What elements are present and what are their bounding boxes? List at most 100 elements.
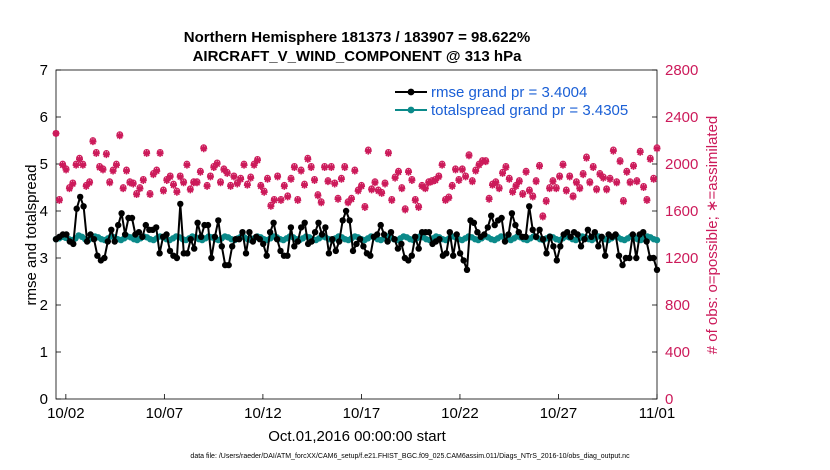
- y-tick-right-label: 400: [665, 344, 690, 361]
- obs-assimilated-point: [653, 145, 661, 153]
- y-tick-right-label: 1600: [665, 203, 698, 220]
- rmse-point: [633, 254, 640, 262]
- rmse-point: [311, 229, 319, 236]
- legend-marker-spread: [407, 106, 415, 114]
- rmse-point: [194, 219, 201, 226]
- rmse-point: [408, 252, 415, 259]
- obs-assimilated-point: [512, 182, 520, 190]
- obs-assimilated-point: [384, 149, 392, 157]
- y-tick-right-label: 1200: [665, 250, 698, 267]
- obs-assimilated-point: [421, 185, 429, 193]
- obs-assimilated-point: [562, 187, 570, 195]
- rmse-point: [184, 250, 191, 257]
- rmse-point: [412, 233, 419, 240]
- obs-assimilated-point: [86, 179, 94, 187]
- obs-assimilated-point: [304, 155, 312, 163]
- obs-assimilated-point: [264, 175, 272, 183]
- rmse-point: [277, 247, 284, 255]
- rmse-point: [474, 229, 481, 236]
- obs-assimilated-point: [626, 179, 634, 187]
- obs-assimilated-point: [448, 182, 456, 190]
- rmse-point: [115, 221, 122, 229]
- obs-assimilated-point: [314, 192, 322, 200]
- rmse-point: [260, 240, 267, 248]
- rmse-point: [173, 254, 181, 262]
- obs-assimilated-point: [200, 145, 208, 153]
- rmse-point: [128, 214, 136, 222]
- obs-assimilated-point: [290, 164, 298, 172]
- rmse-point: [266, 229, 274, 236]
- y-tick-left-label: 4: [40, 203, 48, 220]
- obs-assimilated-point: [388, 196, 396, 204]
- rmse-point: [135, 229, 143, 236]
- rmse-point: [553, 257, 560, 264]
- rmse-point: [104, 238, 112, 245]
- obs-assimilated-point: [586, 179, 594, 187]
- rmse-point: [488, 212, 495, 219]
- obs-assimilated-point: [391, 174, 399, 182]
- rmse-point: [239, 229, 246, 236]
- x-tick-label: 10/02: [47, 405, 85, 422]
- rmse-point: [101, 254, 108, 262]
- rmse-point: [211, 233, 219, 240]
- obs-assimilated-point: [371, 179, 379, 187]
- obs-assimilated-point: [102, 151, 110, 159]
- rmse-point: [546, 233, 554, 240]
- obs-assimilated-point: [337, 175, 345, 183]
- rmse-point: [619, 261, 626, 269]
- obs-assimilated-point: [123, 167, 131, 175]
- obs-assimilated-point: [572, 179, 580, 187]
- rmse-point: [111, 238, 118, 245]
- obs-assimilated-point: [153, 167, 161, 175]
- obs-assimilated-point: [69, 180, 77, 188]
- rmse-point: [564, 229, 571, 236]
- rmse-point: [539, 236, 547, 243]
- rmse-point: [83, 238, 91, 245]
- rmse-point: [153, 224, 160, 231]
- rmse-point: [463, 266, 471, 273]
- obs-assimilated-point: [358, 182, 366, 190]
- obs-assimilated-point: [253, 156, 261, 164]
- obs-assimilated-point: [613, 179, 621, 187]
- obs-assimilated-point: [257, 182, 265, 190]
- obs-assimilated-point: [398, 185, 406, 193]
- obs-assimilated-point: [438, 161, 446, 169]
- rmse-point: [339, 217, 346, 224]
- obs-assimilated-point: [576, 185, 584, 193]
- obs-assimilated-point: [499, 169, 507, 177]
- obs-assimilated-point: [354, 187, 362, 195]
- obs-assimilated-point: [435, 173, 443, 181]
- rmse-point: [584, 226, 592, 233]
- obs-assimilated-point: [546, 185, 554, 193]
- y-tick-left-label: 6: [40, 109, 48, 126]
- rmse-point: [315, 219, 322, 226]
- rmse-point: [374, 231, 381, 238]
- obs-assimilated-point: [217, 179, 225, 187]
- obs-assimilated-point: [650, 175, 658, 183]
- obs-assimilated-point: [525, 187, 533, 195]
- rmse-point: [118, 210, 125, 217]
- rmse-point: [577, 243, 585, 250]
- rmse-point: [270, 219, 277, 226]
- rmse-point: [581, 236, 588, 243]
- rmse-point: [367, 252, 374, 259]
- obs-assimilated-point: [99, 166, 107, 174]
- rmse-point: [70, 240, 77, 248]
- obs-assimilated-point: [519, 191, 527, 199]
- obs-assimilated-point: [183, 161, 191, 169]
- obs-assimilated-point: [542, 198, 550, 206]
- obs-assimilated-point: [250, 161, 258, 169]
- obs-assimilated-point: [344, 199, 352, 207]
- obs-assimilated-point: [431, 176, 439, 184]
- obs-assimilated-point: [65, 185, 73, 193]
- obs-assimilated-point: [96, 164, 104, 172]
- obs-assimilated-point: [492, 179, 500, 187]
- obs-assimilated-point: [317, 199, 325, 207]
- x-tick-label: 10/07: [146, 405, 184, 422]
- y-tick-right-label: 2800: [665, 62, 698, 79]
- rmse-point: [73, 205, 80, 212]
- rmse-point: [629, 231, 636, 238]
- obs-assimilated-point: [418, 182, 426, 190]
- rmse-point: [653, 266, 661, 273]
- obs-assimilated-point: [522, 168, 530, 176]
